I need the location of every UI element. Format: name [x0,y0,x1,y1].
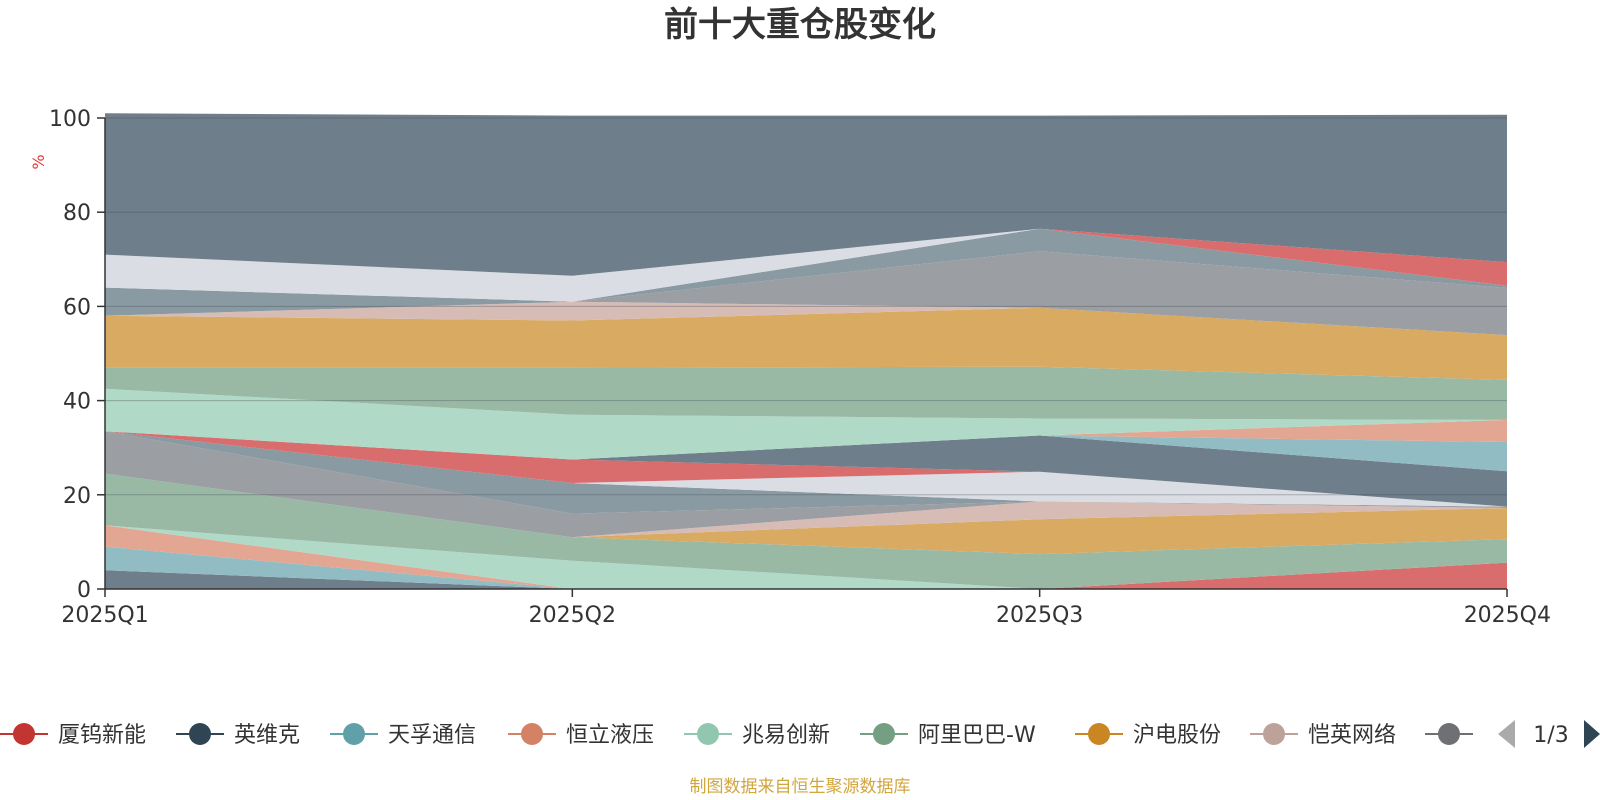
legend-item[interactable] [1425,723,1473,745]
y-tick-label: 60 [63,295,91,320]
y-tick-label: 80 [63,201,91,226]
legend-label: 厦钨新能 [58,723,146,748]
grid-lines [105,117,1507,496]
x-tick-label: 2025Q1 [61,603,148,628]
legend: 厦钨新能 英维克 天孚通信 恒立液压 兆易创新 阿里巴巴-W 沪电股份 恺英网络 1/3 [0,720,1600,748]
legend-prev-page-icon[interactable] [1498,720,1515,748]
legend-dot-icon [13,723,35,745]
legend-dot-icon [697,723,719,745]
legend-next-page-icon[interactable] [1584,720,1600,748]
legend-item[interactable]: 恺英网络 [1250,723,1396,748]
area-series-18 [105,301,1507,336]
area-series-19 [105,251,1507,336]
legend-item[interactable]: 天孚通信 [330,723,476,748]
y-tick-label: 20 [63,484,91,509]
legend-page-indicator: 1/3 [1533,723,1568,748]
legend-label: 沪电股份 [1133,723,1221,748]
y-axis-label: % [29,154,48,169]
area-series-6 [105,473,1507,555]
area-series-17 [105,307,1507,380]
area-series-5 [105,473,1507,589]
legend-label: 天孚通信 [388,723,476,748]
legend-item[interactable]: 阿里巴巴-W [860,723,1036,748]
area-series-7 [105,473,1507,538]
legend-label: 兆易创新 [742,723,830,748]
legend-item[interactable]: 兆易创新 [684,723,830,748]
legend-item[interactable]: 恒立液压 [508,723,654,748]
area-series-15 [105,388,1507,460]
area-series-23 [105,113,1507,276]
area-series-4 [105,525,1507,589]
legend-label: 恒立液压 [566,723,654,748]
legend-item[interactable]: 厦钨新能 [0,723,146,748]
area-series-11 [105,431,1507,507]
y-tick-label: 100 [49,107,91,132]
x-tick-label: 2025Q4 [1464,603,1551,628]
area-series-0 [105,562,1507,589]
area-series-22 [105,228,1507,302]
legend-label: 阿里巴巴-W [918,723,1036,748]
footer-source: 制图数据来自恒生聚源数据库 [690,777,911,797]
legend-dot-icon [1088,723,1110,745]
legend-label: 英维克 [234,723,300,748]
area-series-13 [105,431,1507,472]
area-series-12 [105,431,1507,507]
legend-dot-icon [1263,723,1285,745]
area-series-20 [105,228,1507,316]
area-series-1 [105,562,1507,589]
legend-item[interactable]: 沪电股份 [1075,723,1221,748]
legend-dot-icon [521,723,543,745]
axes: 0 20 40 60 80 100 2025Q1 2025Q2 2025Q3 2025Q4 [49,107,1551,628]
y-tick-label: 40 [63,390,91,415]
legend-dot-icon [343,723,365,745]
legend-dot-icon [1438,723,1460,745]
area-layers [105,113,1507,589]
legend-item[interactable]: 英维克 [176,723,300,748]
area-series-10 [105,431,1507,507]
area-series-9 [105,431,1507,514]
area-series-16 [105,366,1507,420]
x-tick-label: 2025Q2 [529,603,616,628]
legend-label: 恺英网络 [1308,723,1396,748]
area-series-8 [105,431,1507,538]
x-tick-label: 2025Q3 [996,603,1083,628]
y-tick-label: 0 [77,578,91,603]
legend-dot-icon [189,723,211,745]
chart-title: 前十大重仓股变化 [664,5,936,45]
legend-dot-icon [873,723,895,745]
